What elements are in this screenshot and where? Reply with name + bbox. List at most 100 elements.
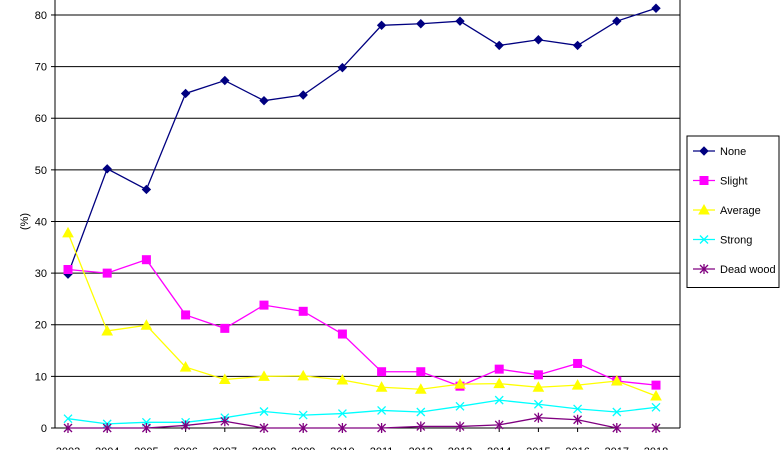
x-tick-label: 2005	[134, 446, 158, 450]
y-tick-label: 60	[35, 113, 47, 125]
data-point	[298, 423, 308, 433]
data-point	[698, 203, 710, 215]
x-tick-label: 2012	[409, 446, 433, 450]
data-point	[337, 423, 347, 433]
data-point	[102, 268, 112, 278]
data-point	[141, 423, 151, 433]
marker-stroke	[298, 410, 308, 420]
data-point	[533, 399, 543, 409]
data-point	[102, 164, 112, 174]
marker-stroke	[455, 401, 465, 411]
data-point	[416, 367, 426, 377]
series-line	[68, 417, 656, 429]
data-point	[699, 264, 709, 274]
data-point	[259, 407, 269, 416]
series-line	[67, 399, 657, 425]
data-point	[375, 381, 388, 392]
data-point	[494, 395, 504, 405]
x-tick-label: 2016	[565, 446, 589, 450]
data-point	[337, 329, 347, 339]
y-tick-label: 80	[35, 10, 47, 22]
legend-item: Dead wood	[693, 264, 776, 276]
data-point	[651, 423, 661, 433]
marker-stroke	[612, 407, 622, 417]
data-point	[573, 414, 583, 425]
x-tick-label: 2011	[370, 446, 394, 450]
series-line	[67, 7, 657, 275]
data-point	[62, 226, 74, 238]
series-average	[62, 226, 662, 401]
data-point	[416, 407, 426, 417]
data-point	[612, 16, 622, 26]
y-axis: 0 10 20 30 40 50 60 70 80	[35, 0, 56, 435]
legend: None Slight Average Strong Dead wood	[686, 135, 780, 288]
data-point	[416, 19, 426, 29]
marker-stroke	[337, 409, 347, 419]
legend-label: Strong	[720, 235, 752, 247]
legend-item: Slight	[693, 176, 748, 188]
legend-item: Strong	[693, 235, 752, 247]
data-point	[377, 405, 387, 415]
data-point	[181, 420, 191, 431]
data-point	[494, 40, 504, 51]
data-point	[455, 16, 465, 26]
series-none	[63, 3, 661, 279]
data-point	[612, 423, 622, 433]
data-point	[298, 410, 308, 420]
x-tick-label: 2013	[448, 446, 472, 450]
legend-label: Slight	[720, 176, 748, 188]
marker-stroke	[416, 407, 426, 417]
y-tick-label: 40	[35, 216, 47, 228]
data-point	[699, 146, 709, 156]
data-point	[218, 373, 231, 384]
data-point	[377, 423, 387, 433]
data-point	[376, 20, 387, 31]
data-point	[416, 421, 426, 432]
legend-item: None	[693, 146, 746, 158]
data-point	[699, 176, 709, 185]
marker-stroke	[573, 404, 583, 414]
x-tick-label: 2009	[291, 446, 315, 450]
data-point	[297, 369, 310, 381]
data-point	[377, 367, 387, 377]
data-point	[141, 255, 151, 265]
series-slight	[63, 255, 661, 391]
data-point	[454, 378, 466, 389]
marker-stroke	[377, 405, 387, 415]
data-point	[179, 361, 192, 372]
x-tick-label: 2015	[526, 446, 550, 450]
data-point	[298, 306, 308, 316]
marker-stroke	[63, 414, 73, 424]
data-point	[63, 414, 73, 424]
data-point	[337, 409, 347, 419]
data-point	[180, 88, 191, 99]
y-tick-label: 20	[35, 320, 47, 332]
data-point	[651, 380, 661, 390]
data-point	[532, 381, 545, 392]
data-point	[220, 75, 230, 86]
marker-stroke	[259, 407, 269, 416]
data-point	[572, 40, 583, 51]
legend-label: None	[720, 146, 746, 158]
data-point	[650, 389, 662, 401]
marker-stroke	[651, 402, 661, 412]
x-tick-label: 2003	[56, 446, 80, 450]
data-point	[612, 407, 622, 417]
x-tick-label: 2004	[95, 446, 119, 450]
series-strong	[63, 395, 661, 429]
x-tick-label: 2008	[252, 446, 276, 450]
y-axis-label: (%)	[19, 213, 31, 230]
data-point	[455, 421, 465, 432]
data-point	[259, 95, 269, 106]
data-point	[533, 412, 543, 423]
data-point	[337, 62, 348, 73]
data-point	[259, 423, 269, 433]
data-point	[220, 323, 230, 333]
marker-stroke	[699, 235, 709, 244]
data-point	[573, 404, 583, 414]
data-point	[494, 364, 504, 374]
gridlines	[55, 0, 681, 428]
legend-item: Average	[693, 203, 761, 217]
x-tick-label: 2010	[330, 446, 354, 450]
series-line	[67, 232, 657, 397]
